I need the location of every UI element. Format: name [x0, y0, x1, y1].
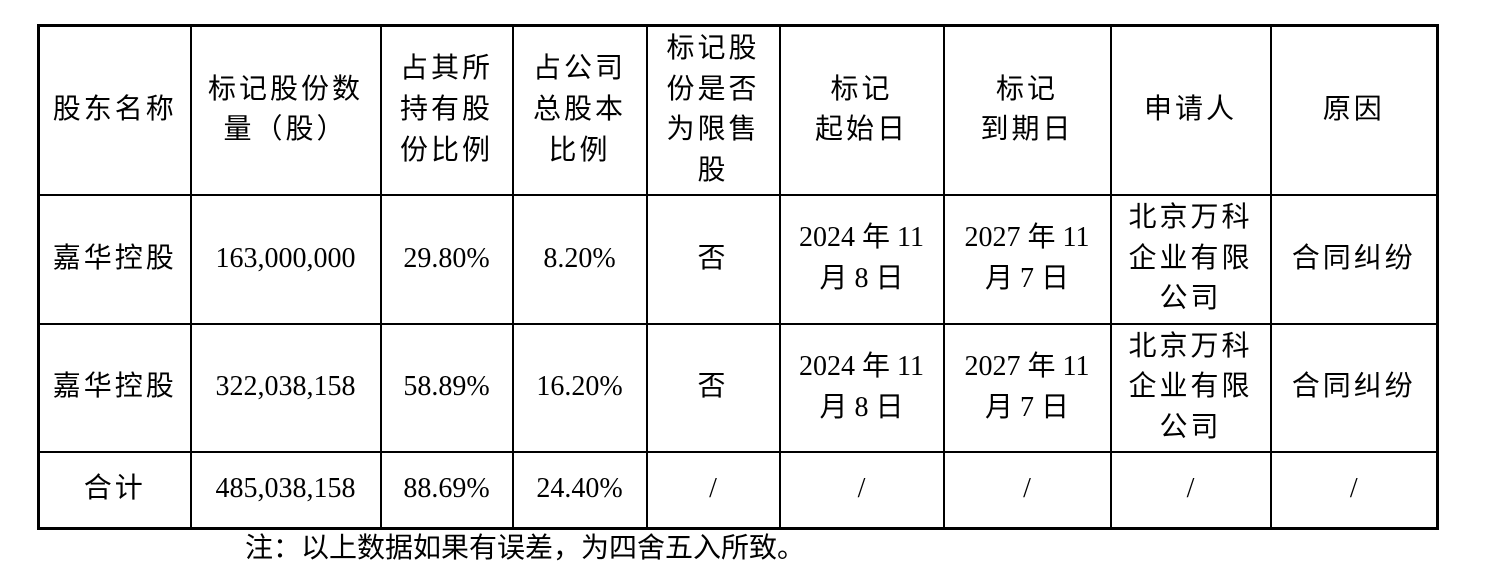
- table-row: 嘉华控股 163,000,000 29.80% 8.20% 否 2024 年 1…: [37, 193, 1439, 325]
- cell-is-restricted: 否: [645, 193, 781, 325]
- header-mark-expiry-date: 标记 到期日: [942, 24, 1112, 196]
- cell-reason: 合同纠纷: [1269, 193, 1439, 325]
- cell-mark-expiry-date: 2027 年 11 月 7 日: [942, 193, 1112, 325]
- marked-shares-table-wrap: 股东名称 标记股份数 量（股） 占其所 持有股 份比例 占公司 总股本 比例 标…: [37, 24, 1439, 530]
- cell-pct-of-own-holdings: 58.89%: [379, 322, 514, 453]
- cell-pct-of-own-holdings: 29.80%: [379, 193, 514, 325]
- cell-total-start-date: /: [778, 450, 945, 530]
- cell-mark-start-date: 2024 年 11 月 8 日: [778, 322, 945, 453]
- cell-total-is-restricted: /: [645, 450, 781, 530]
- header-is-restricted-shares: 标记股 份是否 为限售 股: [645, 24, 781, 196]
- cell-total-label: 合计: [37, 450, 192, 530]
- table-total-row: 合计 485,038,158 88.69% 24.40% / / / / /: [37, 450, 1439, 530]
- cell-pct-of-total-capital: 16.20%: [511, 322, 648, 453]
- cell-marked-share-count: 163,000,000: [189, 193, 382, 325]
- cell-mark-start-date: 2024 年 11 月 8 日: [778, 193, 945, 325]
- cell-mark-expiry-date: 2027 年 11 月 7 日: [942, 322, 1112, 453]
- cell-pct-of-total-capital: 8.20%: [511, 193, 648, 325]
- cell-reason: 合同纠纷: [1269, 322, 1439, 453]
- cell-marked-share-count: 322,038,158: [189, 322, 382, 453]
- cell-shareholder-name: 嘉华控股: [37, 322, 192, 453]
- header-mark-start-date: 标记 起始日: [778, 24, 945, 196]
- cell-total-reason: /: [1269, 450, 1439, 530]
- table-row: 嘉华控股 322,038,158 58.89% 16.20% 否 2024 年 …: [37, 322, 1439, 453]
- rounding-note: 注：以上数据如果有误差，为四舍五入所致。: [245, 533, 806, 564]
- table-header-row: 股东名称 标记股份数 量（股） 占其所 持有股 份比例 占公司 总股本 比例 标…: [37, 24, 1439, 196]
- header-pct-of-total-capital: 占公司 总股本 比例: [511, 24, 648, 196]
- header-pct-of-own-holdings: 占其所 持有股 份比例: [379, 24, 514, 196]
- cell-total-pct-of-own-holdings: 88.69%: [379, 450, 514, 530]
- header-applicant: 申请人: [1109, 24, 1272, 196]
- cell-total-pct-of-total-capital: 24.40%: [511, 450, 648, 530]
- header-reason: 原因: [1269, 24, 1439, 196]
- cell-shareholder-name: 嘉华控股: [37, 193, 192, 325]
- cell-total-expiry-date: /: [942, 450, 1112, 530]
- header-shareholder-name: 股东名称: [37, 24, 192, 196]
- cell-applicant: 北京万科 企业有限 公司: [1109, 193, 1272, 325]
- header-marked-share-count: 标记股份数 量（股）: [189, 24, 382, 196]
- cell-total-applicant: /: [1109, 450, 1272, 530]
- cell-total-share-count: 485,038,158: [189, 450, 382, 530]
- cell-is-restricted: 否: [645, 322, 781, 453]
- cell-applicant: 北京万科 企业有限 公司: [1109, 322, 1272, 453]
- marked-shares-table: 股东名称 标记股份数 量（股） 占其所 持有股 份比例 占公司 总股本 比例 标…: [37, 24, 1439, 530]
